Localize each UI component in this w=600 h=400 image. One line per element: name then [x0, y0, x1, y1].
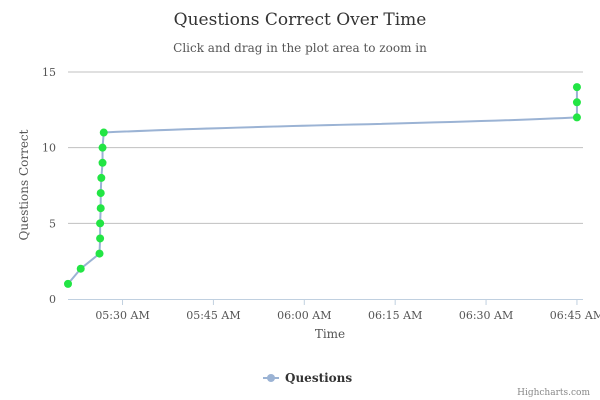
x-tick-label-05:30 AM: 05:30 AM — [95, 309, 149, 322]
plot-area[interactable] — [68, 72, 583, 299]
data-point-12[interactable] — [572, 113, 581, 122]
data-point-1[interactable] — [64, 279, 72, 288]
credits-link[interactable]: Highcharts.com — [517, 388, 590, 398]
legend[interactable]: Questions — [263, 371, 352, 385]
data-point-8[interactable] — [97, 173, 106, 182]
data-point-4[interactable] — [96, 234, 105, 243]
x-tick-label-05:45 AM: 05:45 AM — [186, 309, 240, 322]
y-tick-label-5: 5 — [49, 217, 56, 230]
x-tick-label-06:00 AM: 06:00 AM — [277, 309, 331, 322]
x-tick-label-06:30 AM: 06:30 AM — [459, 309, 513, 322]
y-tick-label-0: 0 — [49, 293, 56, 306]
grid-layer — [68, 71, 583, 224]
chart-title: Questions Correct Over Time — [174, 10, 427, 30]
data-point-10[interactable] — [98, 143, 107, 152]
data-point-2[interactable] — [76, 264, 85, 273]
y-axis-title: Questions Correct — [17, 129, 31, 240]
data-point-5[interactable] — [96, 219, 105, 228]
x-tick-label-06:15 AM: 06:15 AM — [368, 309, 422, 322]
data-point-6[interactable] — [96, 204, 105, 213]
x-tick-label-06:45 AM: 06:45 AM — [550, 309, 600, 322]
axis-layer: 0 5 10 15 05:30 AM 05:45 AM 06:00 AM 06:15 AM 06… — [42, 66, 600, 322]
data-point-3[interactable] — [95, 249, 104, 258]
chart-subtitle: Click and drag in the plot area to zoom … — [173, 41, 427, 55]
series-layer — [64, 83, 581, 288]
data-point-9[interactable] — [98, 158, 107, 167]
legend-marker-questions — [267, 374, 275, 382]
data-point-13[interactable] — [572, 98, 581, 107]
y-tick-label-10: 10 — [42, 142, 56, 155]
y-tick-label-15: 15 — [42, 66, 56, 79]
data-point-14[interactable] — [572, 83, 581, 92]
data-point-7[interactable] — [96, 189, 105, 198]
data-point-11[interactable] — [99, 128, 108, 137]
x-axis-title: Time — [315, 327, 345, 341]
legend-label-questions[interactable]: Questions — [285, 371, 352, 385]
